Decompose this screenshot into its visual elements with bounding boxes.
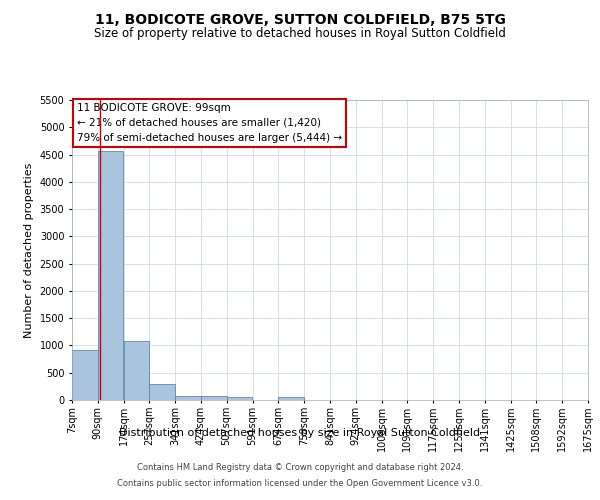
Bar: [98, 152, 124, 400]
Text: Size of property relative to detached houses in Royal Sutton Coldfield: Size of property relative to detached ho…: [94, 28, 506, 40]
Bar: [72, 350, 98, 400]
Text: Contains public sector information licensed under the Open Government Licence v3: Contains public sector information licen…: [118, 478, 482, 488]
Y-axis label: Number of detached properties: Number of detached properties: [24, 162, 34, 338]
Text: Contains HM Land Registry data © Crown copyright and database right 2024.: Contains HM Land Registry data © Crown c…: [137, 464, 463, 472]
Text: 11, BODICOTE GROVE, SUTTON COLDFIELD, B75 5TG: 11, BODICOTE GROVE, SUTTON COLDFIELD, B7…: [95, 12, 505, 26]
Bar: [278, 396, 304, 400]
Bar: [201, 396, 227, 400]
Text: 11 BODICOTE GROVE: 99sqm
← 21% of detached houses are smaller (1,420)
79% of sem: 11 BODICOTE GROVE: 99sqm ← 21% of detach…: [77, 103, 342, 142]
Bar: [149, 384, 175, 400]
Bar: [227, 396, 253, 400]
Bar: [175, 396, 201, 400]
Bar: [124, 341, 149, 400]
Text: Distribution of detached houses by size in Royal Sutton Coldfield: Distribution of detached houses by size …: [119, 428, 481, 438]
